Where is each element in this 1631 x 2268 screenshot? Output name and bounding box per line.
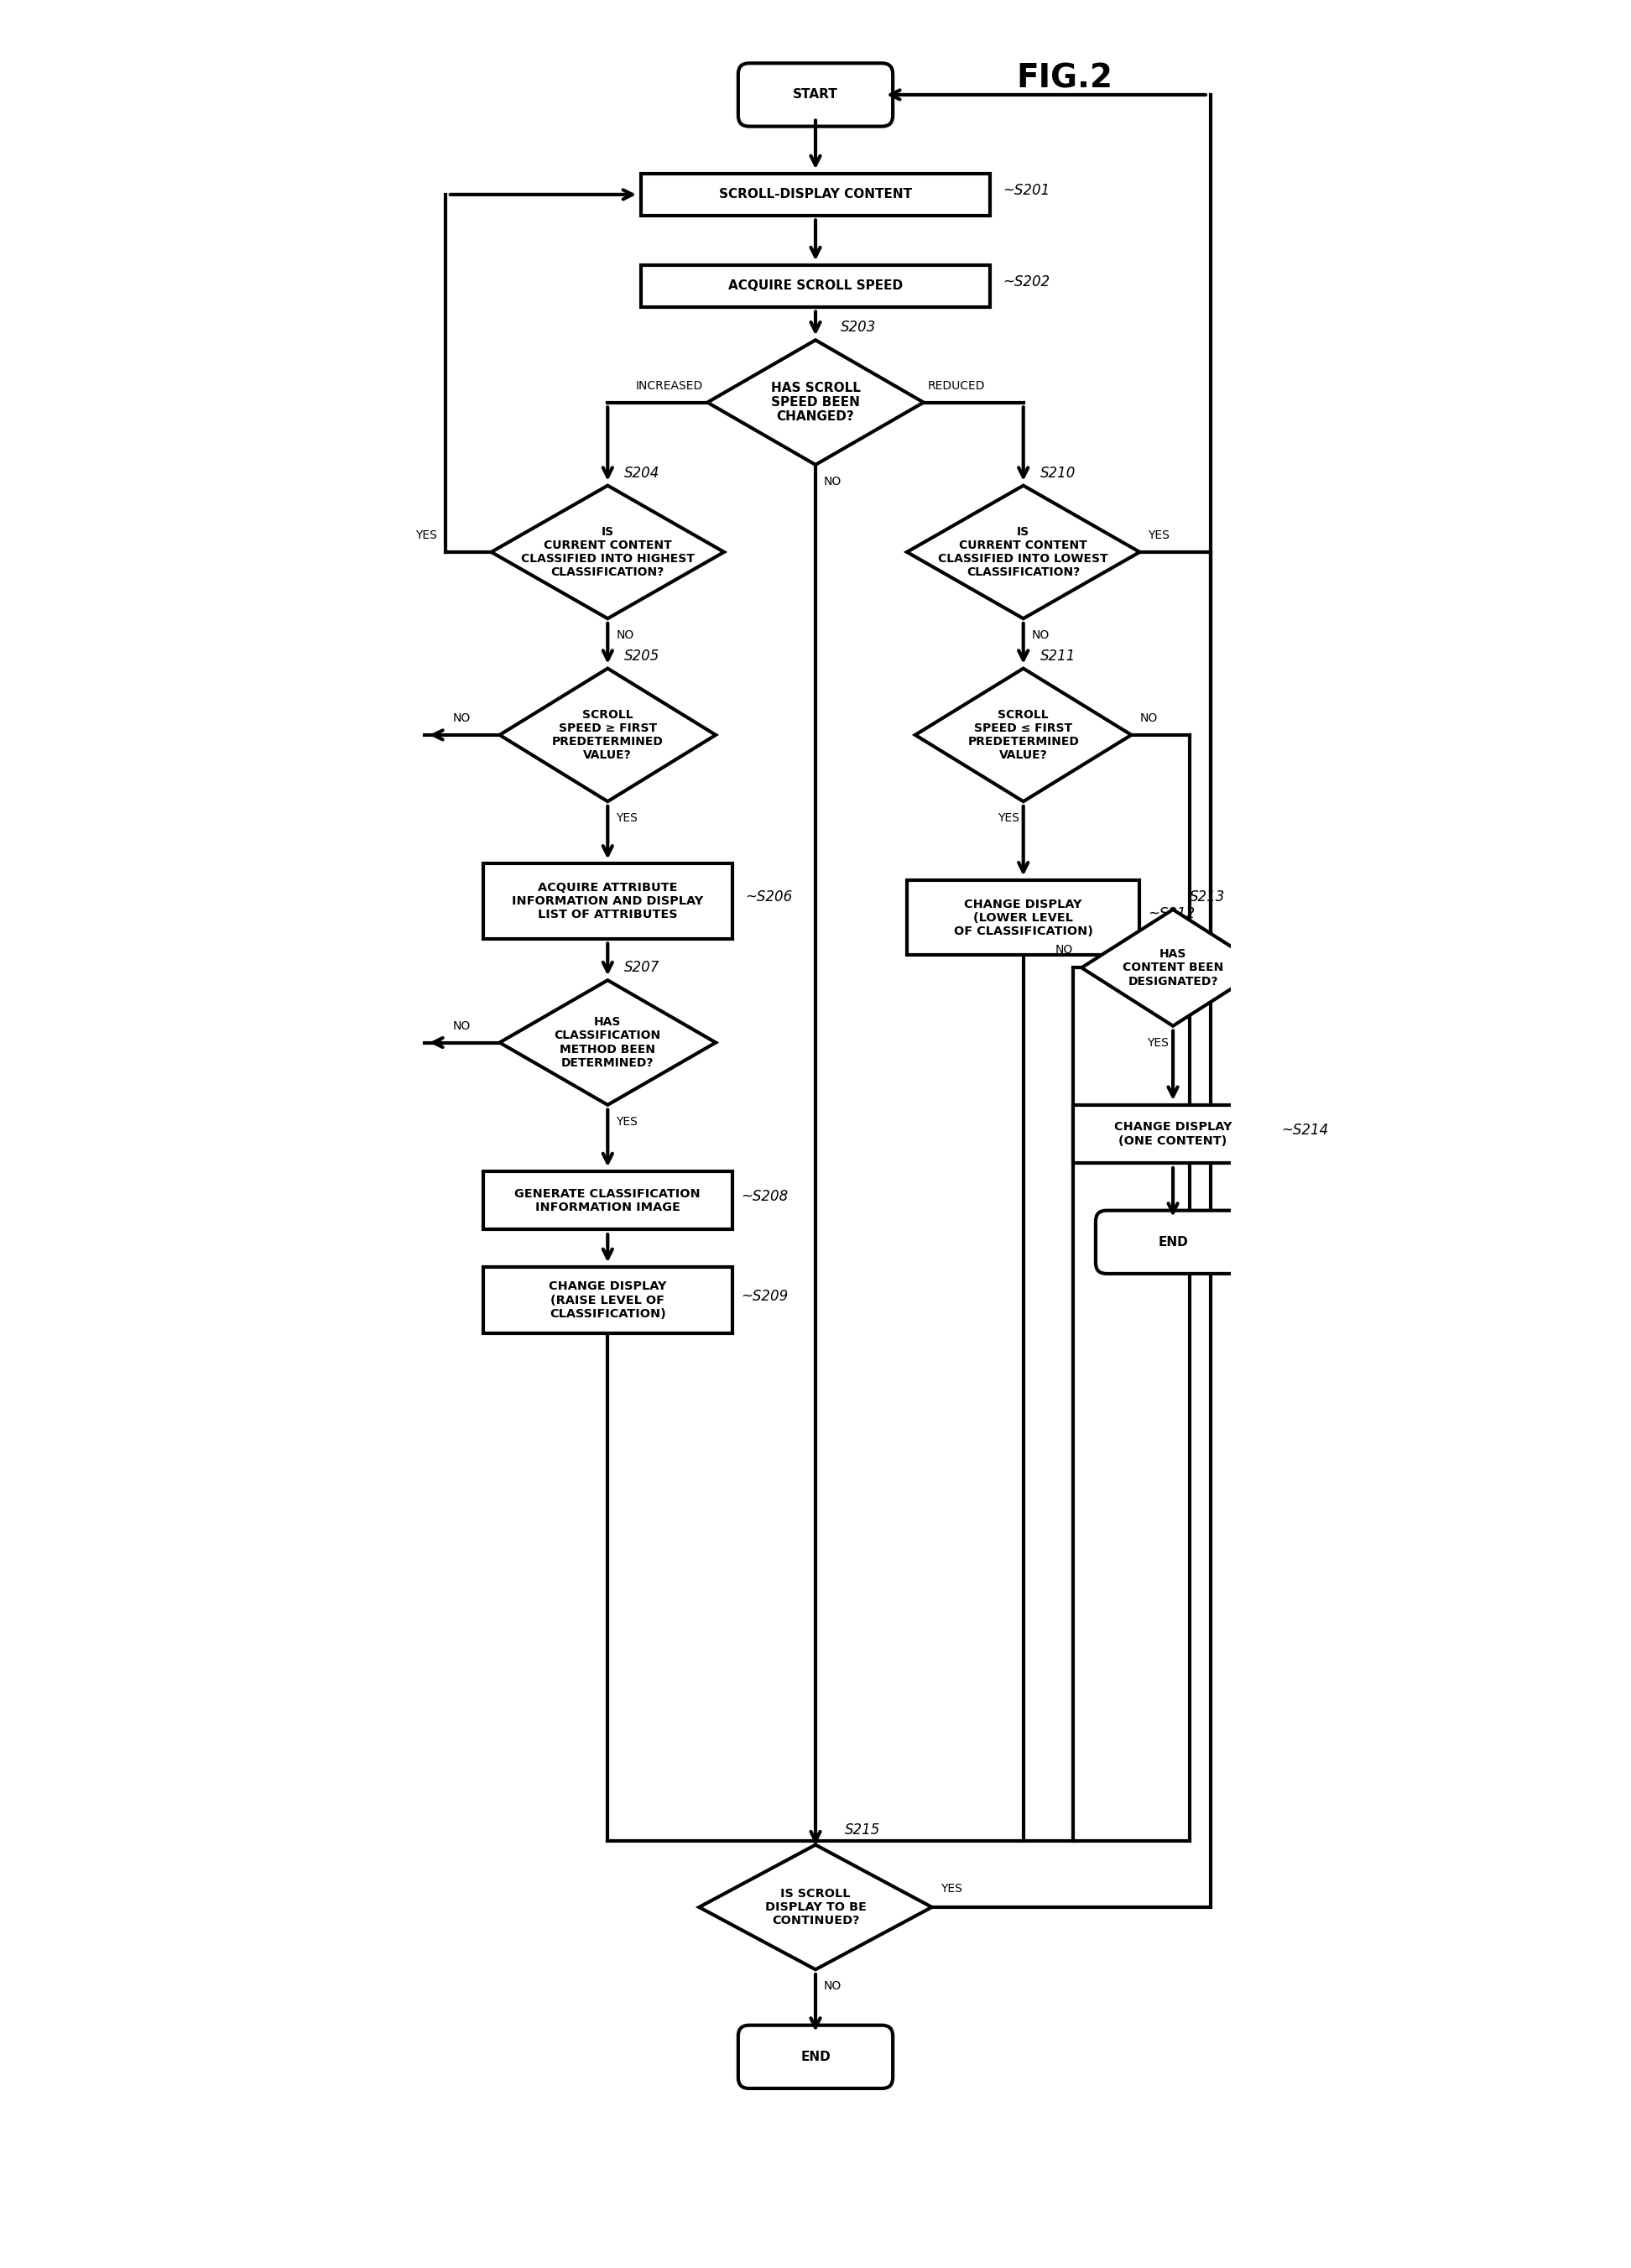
Bar: [483, 1268, 732, 1334]
Text: CHANGE DISPLAY
(RAISE LEVEL OF
CLASSIFICATION): CHANGE DISPLAY (RAISE LEVEL OF CLASSIFIC…: [548, 1281, 667, 1320]
Text: ~S202: ~S202: [1003, 274, 1050, 290]
Text: NO: NO: [453, 712, 470, 723]
Text: ~S214: ~S214: [1280, 1123, 1328, 1136]
Text: IS
CURRENT CONTENT
CLASSIFIED INTO HIGHEST
CLASSIFICATION?: IS CURRENT CONTENT CLASSIFIED INTO HIGHE…: [520, 526, 695, 578]
Text: S204: S204: [625, 465, 661, 481]
Polygon shape: [499, 980, 716, 1105]
Text: NO: NO: [824, 476, 842, 488]
Text: S205: S205: [625, 649, 661, 665]
Text: FIG.2: FIG.2: [1016, 61, 1112, 93]
Text: ~S201: ~S201: [1003, 184, 1050, 197]
Text: NO: NO: [453, 1021, 470, 1032]
Text: YES: YES: [617, 812, 638, 823]
Text: END: END: [801, 2050, 830, 2064]
Text: S210: S210: [1041, 465, 1075, 481]
Text: START: START: [793, 88, 838, 102]
FancyBboxPatch shape: [739, 2025, 892, 2089]
Polygon shape: [700, 1844, 931, 1969]
Text: SCROLL
SPEED ≥ FIRST
PREDETERMINED
VALUE?: SCROLL SPEED ≥ FIRST PREDETERMINED VALUE…: [551, 708, 664, 762]
Text: ~S212: ~S212: [1148, 907, 1196, 921]
FancyBboxPatch shape: [739, 64, 892, 127]
Text: NO: NO: [1055, 943, 1073, 955]
Text: INCREASED: INCREASED: [636, 381, 703, 392]
Text: NO: NO: [824, 1980, 842, 1991]
Polygon shape: [907, 485, 1140, 619]
Bar: [641, 265, 990, 306]
Polygon shape: [499, 669, 716, 801]
Text: NO: NO: [617, 628, 634, 642]
Polygon shape: [491, 485, 724, 619]
Text: IS SCROLL
DISPLAY TO BE
CONTINUED?: IS SCROLL DISPLAY TO BE CONTINUED?: [765, 1887, 866, 1926]
Bar: [483, 864, 732, 939]
Text: SCROLL-DISPLAY CONTENT: SCROLL-DISPLAY CONTENT: [719, 188, 912, 202]
Text: CHANGE DISPLAY
(LOWER LEVEL
OF CLASSIFICATION): CHANGE DISPLAY (LOWER LEVEL OF CLASSIFIC…: [954, 898, 1093, 937]
Text: REDUCED: REDUCED: [928, 381, 985, 392]
Text: YES: YES: [998, 812, 1019, 823]
Text: ~S209: ~S209: [740, 1288, 788, 1304]
FancyBboxPatch shape: [1096, 1211, 1251, 1275]
Text: YES: YES: [1148, 528, 1169, 542]
Text: CHANGE DISPLAY
(ONE CONTENT): CHANGE DISPLAY (ONE CONTENT): [1114, 1120, 1231, 1148]
Text: S203: S203: [840, 320, 876, 336]
Text: ACQUIRE SCROLL SPEED: ACQUIRE SCROLL SPEED: [727, 279, 904, 293]
Text: HAS SCROLL
SPEED BEEN
CHANGED?: HAS SCROLL SPEED BEEN CHANGED?: [771, 381, 860, 424]
Bar: [483, 1170, 732, 1229]
Text: HAS
CLASSIFICATION
METHOD BEEN
DETERMINED?: HAS CLASSIFICATION METHOD BEEN DETERMINE…: [555, 1016, 661, 1068]
Text: YES: YES: [1147, 1036, 1169, 1048]
Text: HAS
CONTENT BEEN
DESIGNATED?: HAS CONTENT BEEN DESIGNATED?: [1122, 948, 1223, 987]
Polygon shape: [1081, 909, 1264, 1025]
Text: NO: NO: [1140, 712, 1158, 723]
Polygon shape: [708, 340, 923, 465]
Text: ACQUIRE ATTRIBUTE
INFORMATION AND DISPLAY
LIST OF ATTRIBUTES: ACQUIRE ATTRIBUTE INFORMATION AND DISPLA…: [512, 882, 703, 921]
Text: YES: YES: [939, 1882, 962, 1894]
Text: END: END: [1158, 1236, 1187, 1247]
Text: IS
CURRENT CONTENT
CLASSIFIED INTO LOWEST
CLASSIFICATION?: IS CURRENT CONTENT CLASSIFIED INTO LOWES…: [938, 526, 1109, 578]
Text: YES: YES: [416, 528, 437, 542]
Text: S211: S211: [1041, 649, 1075, 665]
Text: GENERATE CLASSIFICATION
INFORMATION IMAGE: GENERATE CLASSIFICATION INFORMATION IMAG…: [515, 1188, 701, 1213]
Text: S215: S215: [845, 1821, 881, 1837]
Text: ~S208: ~S208: [740, 1188, 788, 1204]
Polygon shape: [915, 669, 1132, 801]
Text: YES: YES: [617, 1116, 638, 1127]
Text: ~S206: ~S206: [745, 889, 793, 905]
Text: SCROLL
SPEED ≤ FIRST
PREDETERMINED
VALUE?: SCROLL SPEED ≤ FIRST PREDETERMINED VALUE…: [967, 708, 1080, 762]
Text: S213: S213: [1189, 889, 1225, 905]
Text: S207: S207: [625, 959, 661, 975]
Bar: [1073, 1105, 1272, 1163]
Text: NO: NO: [1032, 628, 1049, 642]
Bar: [641, 175, 990, 215]
Bar: [907, 880, 1140, 955]
